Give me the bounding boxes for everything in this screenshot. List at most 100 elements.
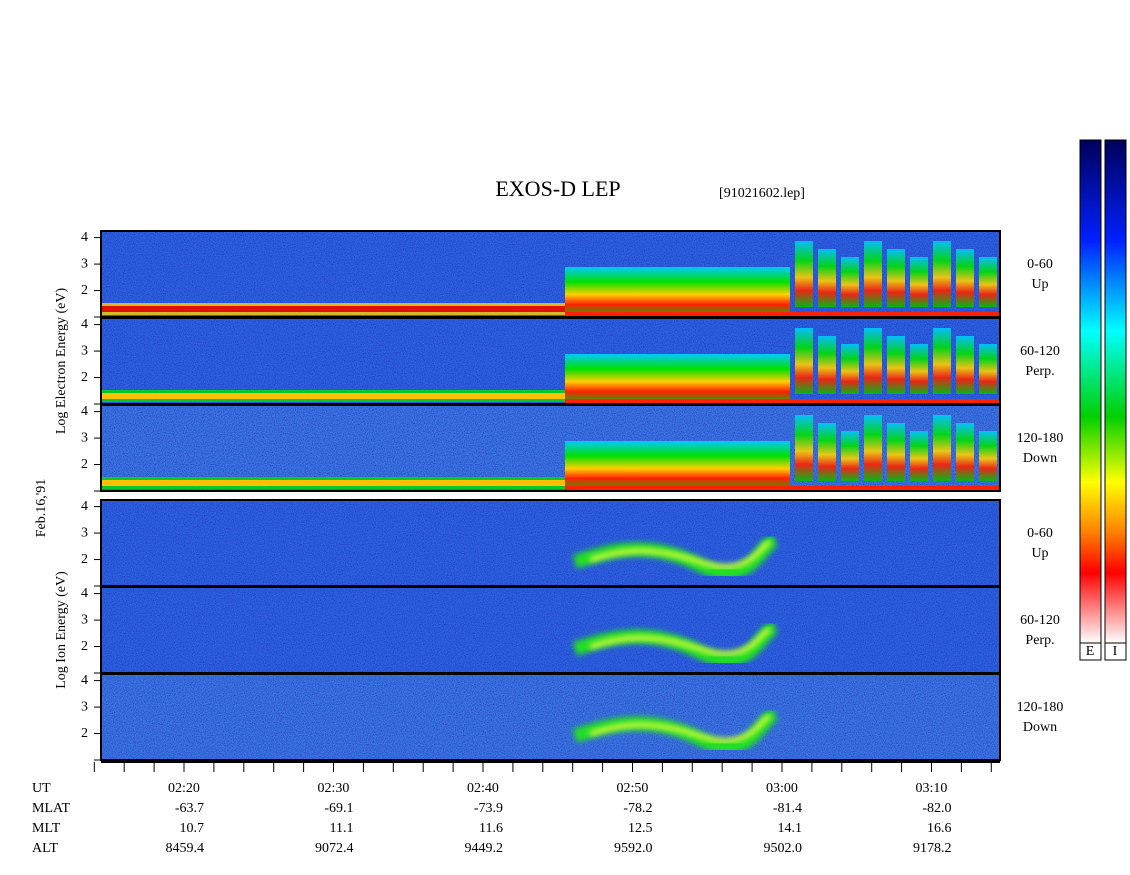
panel-frame (100, 404, 1001, 492)
orbit-value: 11.1 (330, 821, 354, 836)
orbit-value: 12.5 (628, 821, 653, 836)
orbit-value: 16.6 (927, 821, 952, 836)
panel-angle: 0-60 (1027, 526, 1053, 541)
orbit-value: -78.2 (623, 801, 652, 816)
spectrogram-patch (887, 423, 905, 481)
orbit-value: 02:50 (617, 781, 649, 796)
spectrogram-patch (910, 257, 928, 307)
date: Feb.16,'91 (34, 479, 49, 538)
panel-direction: Up (1031, 277, 1048, 292)
spectrogram-band (589, 627, 771, 656)
spectrogram-noise (101, 674, 1000, 760)
orbit-value: -73.9 (474, 801, 503, 816)
orbit-row-name: ALT (32, 841, 58, 856)
colorbars: E I (1079, 139, 1127, 661)
orbit-value: -69.1 (324, 801, 353, 816)
spectrogram-patch (910, 431, 928, 481)
orbit-row-name: UT (32, 781, 51, 796)
spectrogram-patch (864, 241, 882, 307)
orbit-value: 9449.2 (465, 841, 504, 856)
plots: 2 3 4 0-60 Up 2 3 4 60-120 Perp. 2 3 4 120-180 Down Log… (32, 230, 1063, 856)
panel-angle: 120-180 (1017, 431, 1064, 446)
spectrogram-band (101, 393, 565, 399)
spectrogram-patch (979, 431, 997, 481)
spectrogram-patch (887, 336, 905, 394)
spectrogram-band (101, 480, 565, 486)
spectrogram-patch (887, 249, 905, 307)
spectrogram-band (572, 533, 779, 580)
spectrogram-patch (818, 249, 836, 307)
spectrogram-patch (864, 415, 882, 481)
spectrogram-patch (841, 431, 859, 481)
spectrogram-patch (933, 328, 951, 394)
orbit-value: 11.6 (479, 821, 503, 836)
orbit-value: 03:00 (766, 781, 798, 796)
y-tick-label: 2 (81, 639, 88, 654)
spectrogram-patch (818, 423, 836, 481)
colorbar (1079, 139, 1102, 644)
orbit-value: 9502.0 (764, 841, 803, 856)
y-tick-label: 2 (81, 552, 88, 567)
colorbar-label-box (1104, 642, 1127, 661)
spectrogram-patch (841, 344, 859, 394)
y-axis-label: Log Electron Energy (eV) (54, 288, 69, 435)
y-tick-label: 3 (81, 525, 88, 540)
y-tick-label: 2 (81, 370, 88, 385)
spectrogram-patch (979, 344, 997, 394)
file-name: [91021602.lep] (719, 186, 805, 201)
spectrogram-band (565, 441, 790, 491)
panel-direction: Perp. (1025, 633, 1054, 648)
spectrogram-patch (933, 415, 951, 481)
spectrogram-patch (864, 328, 882, 394)
panel-direction: Up (1031, 546, 1048, 561)
panel-angle: 120-180 (1017, 700, 1064, 715)
orbit-value: 02:20 (168, 781, 200, 796)
spectrogram-patch (818, 336, 836, 394)
y-tick-label: 3 (81, 343, 88, 358)
orbit-value: 10.7 (180, 821, 205, 836)
colorbar-label-box (1079, 642, 1102, 661)
spectrogram-patch (956, 336, 974, 394)
spectrogram-band (565, 399, 1000, 403)
orbit-value: 9592.0 (614, 841, 653, 856)
spectrogram-patch (956, 249, 974, 307)
panel-direction: Down (1023, 451, 1057, 466)
spectrogram-band (589, 714, 771, 743)
y-tick-label: 4 (81, 673, 88, 688)
spectrogram-band (589, 540, 771, 569)
panel-angle: 60-120 (1020, 344, 1060, 359)
orbit-value: 9072.4 (315, 841, 354, 856)
spectrogram-patch (910, 344, 928, 394)
y-tick-label: 4 (81, 317, 88, 332)
spectrogram-patch (956, 423, 974, 481)
y-tick-label: 2 (81, 283, 88, 298)
y-tick-label: 3 (81, 612, 88, 627)
spectrogram-band (565, 354, 790, 404)
y-tick-label: 4 (81, 499, 88, 514)
spectrogram-patch (933, 241, 951, 307)
spectrogram-band (565, 267, 790, 317)
panel-direction: Down (1023, 720, 1057, 735)
title: EXOS-D LEP (495, 176, 620, 201)
spectrogram-band (565, 486, 1000, 490)
orbit-value: 8459.4 (166, 841, 205, 856)
colorbar-label: E (1086, 644, 1095, 659)
y-tick-label: 4 (81, 230, 88, 245)
panel-frame (100, 673, 1001, 761)
y-tick-label: 4 (81, 404, 88, 419)
y-tick-label: 2 (81, 457, 88, 472)
spectrogram-patch (841, 257, 859, 307)
panel-angle: 60-120 (1020, 613, 1060, 628)
spectrogram-noise (101, 500, 1000, 586)
orbit-value: 03:10 (916, 781, 948, 796)
spectrogram-patch (795, 241, 813, 307)
spectrogram-band (565, 312, 1000, 316)
y-tick-label: 2 (81, 726, 88, 741)
spectrogram-band (572, 620, 779, 667)
orbit-value: 14.1 (778, 821, 803, 836)
panel-angle: 0-60 (1027, 257, 1053, 272)
orbit-row-name: MLT (32, 821, 61, 836)
spectrogram-band (101, 306, 565, 312)
colorbar (1104, 139, 1127, 644)
